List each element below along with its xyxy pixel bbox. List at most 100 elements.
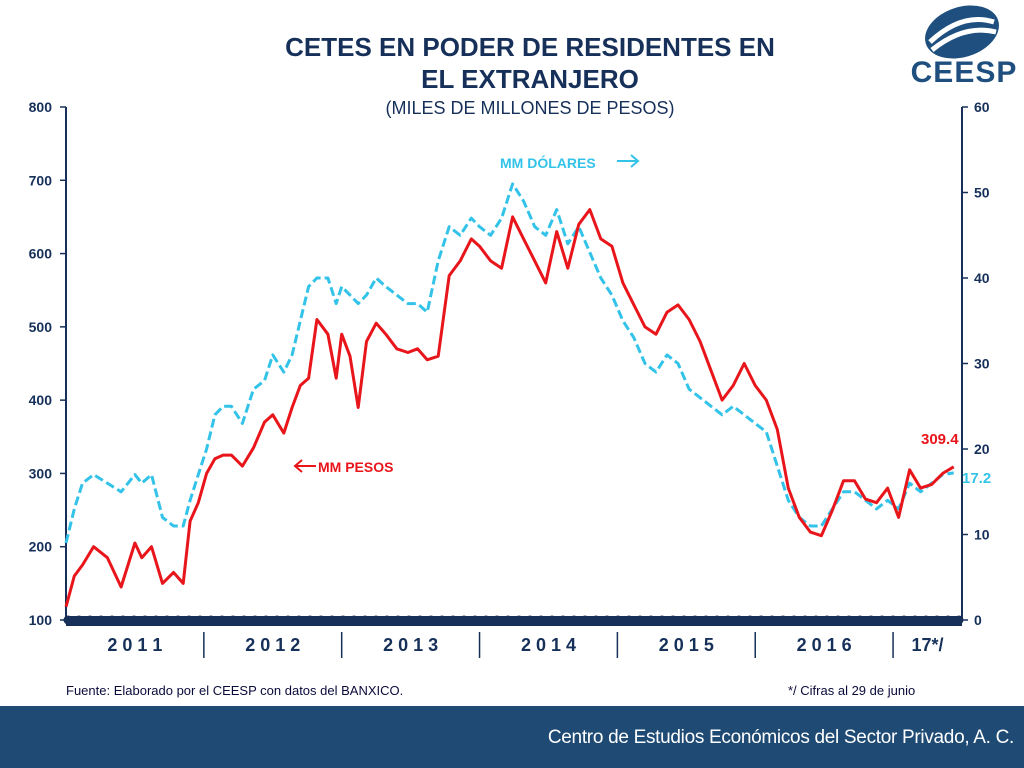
- x-axis-bead: [338, 615, 348, 625]
- x-axis-bead: [591, 615, 601, 625]
- x-axis-bead: [899, 615, 909, 625]
- x-axis-bead: [756, 615, 766, 625]
- x-axis-bead: [921, 615, 931, 625]
- x-axis-bead: [206, 615, 216, 625]
- x-axis-bead: [877, 615, 887, 625]
- x-axis-bead: [195, 615, 205, 625]
- x-tick-label: 2 0 1 1: [107, 635, 162, 655]
- x-axis-bead: [811, 615, 821, 625]
- series-label-mm-pesos: MM PESOS: [318, 459, 393, 475]
- x-axis-bead: [283, 615, 293, 625]
- x-axis-bead: [173, 615, 183, 625]
- series-line-mm-pesos: [64, 208, 955, 608]
- x-axis-bead: [184, 615, 194, 625]
- x-axis-bead: [558, 615, 568, 625]
- series-line-mm-dolares: [64, 182, 954, 544]
- x-axis-bead: [635, 615, 645, 625]
- chart-title-line1: CETES EN PODER DE RESIDENTES EN: [285, 32, 775, 62]
- y-tick-label-right: 20: [974, 441, 990, 457]
- x-axis-bead: [470, 615, 480, 625]
- arrow-left-icon: [293, 459, 316, 473]
- x-axis-bead: [613, 615, 623, 625]
- x-axis-bead: [118, 615, 128, 625]
- x-axis-bead: [140, 615, 150, 625]
- y-tick-label-left: 100: [29, 612, 53, 628]
- footer-bar: Centro de Estudios Económicos del Sector…: [0, 706, 1024, 768]
- x-axis-bead: [261, 615, 271, 625]
- x-axis-bead: [349, 615, 359, 625]
- y-tick-label-left: 200: [29, 539, 53, 555]
- x-axis-bead: [679, 615, 689, 625]
- x-axis-bead: [217, 615, 227, 625]
- x-axis-bead: [459, 615, 469, 625]
- x-axis-bead: [415, 615, 425, 625]
- x-axis-bead: [272, 615, 282, 625]
- x-tick-label: 2 0 1 4: [521, 635, 576, 655]
- x-axis-bead: [107, 615, 117, 625]
- series-label-mm-dolares: MM DÓLARES: [500, 154, 596, 171]
- x-axis-bead: [833, 615, 843, 625]
- x-tick-label: 17*/: [912, 635, 944, 655]
- x-axis-bead: [657, 615, 667, 625]
- x-axis-bead: [151, 615, 161, 625]
- x-axis-bead: [250, 615, 260, 625]
- x-tick-label: 2 0 1 6: [797, 635, 852, 655]
- x-axis-bead: [129, 615, 139, 625]
- y-tick-label-right: 40: [974, 270, 990, 286]
- x-axis-bead: [327, 615, 337, 625]
- x-axis-bead: [492, 615, 502, 625]
- y-tick-label-left: 800: [29, 99, 53, 115]
- x-axis-bead: [932, 615, 942, 625]
- x-axis-bead: [580, 615, 590, 625]
- x-axis-bead: [646, 615, 656, 625]
- y-tick-label-right: 60: [974, 99, 990, 115]
- chart-subtitle: (MILES DE MILLONES DE PESOS): [385, 98, 675, 118]
- x-tick-label: 2 0 1 2: [245, 635, 300, 655]
- y-tick-label-right: 0: [974, 612, 982, 628]
- x-axis-bead: [448, 615, 458, 625]
- x-axis-bead: [316, 615, 326, 625]
- x-axis-bead: [822, 615, 832, 625]
- x-axis-bead: [85, 615, 95, 625]
- y-tick-label-right: 50: [974, 185, 990, 201]
- last-value-label-pesos: 309.4: [921, 431, 959, 448]
- x-axis-bead: [481, 615, 491, 625]
- logo-text: CEESP: [910, 56, 1018, 89]
- x-axis-bead: [404, 615, 414, 625]
- x-axis-bead: [767, 615, 777, 625]
- x-axis-bead: [668, 615, 678, 625]
- x-axis-bead: [690, 615, 700, 625]
- x-axis-bead: [239, 615, 249, 625]
- x-axis-bead: [624, 615, 634, 625]
- x-axis-bead: [745, 615, 755, 625]
- x-axis-bead: [536, 615, 546, 625]
- x-axis-bead: [360, 615, 370, 625]
- x-axis-bead: [844, 615, 854, 625]
- y-tick-label-left: 700: [29, 172, 53, 188]
- x-axis-bead: [712, 615, 722, 625]
- last-value-label-dolares: 17.2: [962, 470, 991, 487]
- x-axis-bead: [228, 615, 238, 625]
- x-axis-bead: [888, 615, 898, 625]
- chart-title-line2: EL EXTRANJERO: [421, 64, 639, 94]
- x-axis-band: [66, 616, 962, 626]
- ceesp-logo-icon: [925, 5, 999, 59]
- chart-area: 100 200 300 400 500 600 700 800 0 10 20 30 40 50 60 2 0…: [29, 99, 991, 658]
- x-axis-bead: [305, 615, 315, 625]
- y-tick-label-right: 30: [974, 356, 990, 372]
- y-tick-label-left: 400: [29, 392, 53, 408]
- x-axis-bead: [778, 615, 788, 625]
- x-axis-bead: [525, 615, 535, 625]
- y-tick-label-left: 500: [29, 319, 53, 335]
- x-axis-bead: [800, 615, 810, 625]
- x-axis-bead: [393, 615, 403, 625]
- x-axis-bead: [74, 615, 84, 625]
- source-note: Fuente: Elaborado por el CEESP con datos…: [66, 683, 404, 698]
- x-axis-bead: [602, 615, 612, 625]
- x-axis-bead: [943, 615, 953, 625]
- x-axis-bead: [866, 615, 876, 625]
- x-axis-bead: [954, 615, 964, 625]
- x-axis-bead: [294, 615, 304, 625]
- x-axis-bead: [96, 615, 106, 625]
- x-tick-label: 2 0 1 5: [659, 635, 714, 655]
